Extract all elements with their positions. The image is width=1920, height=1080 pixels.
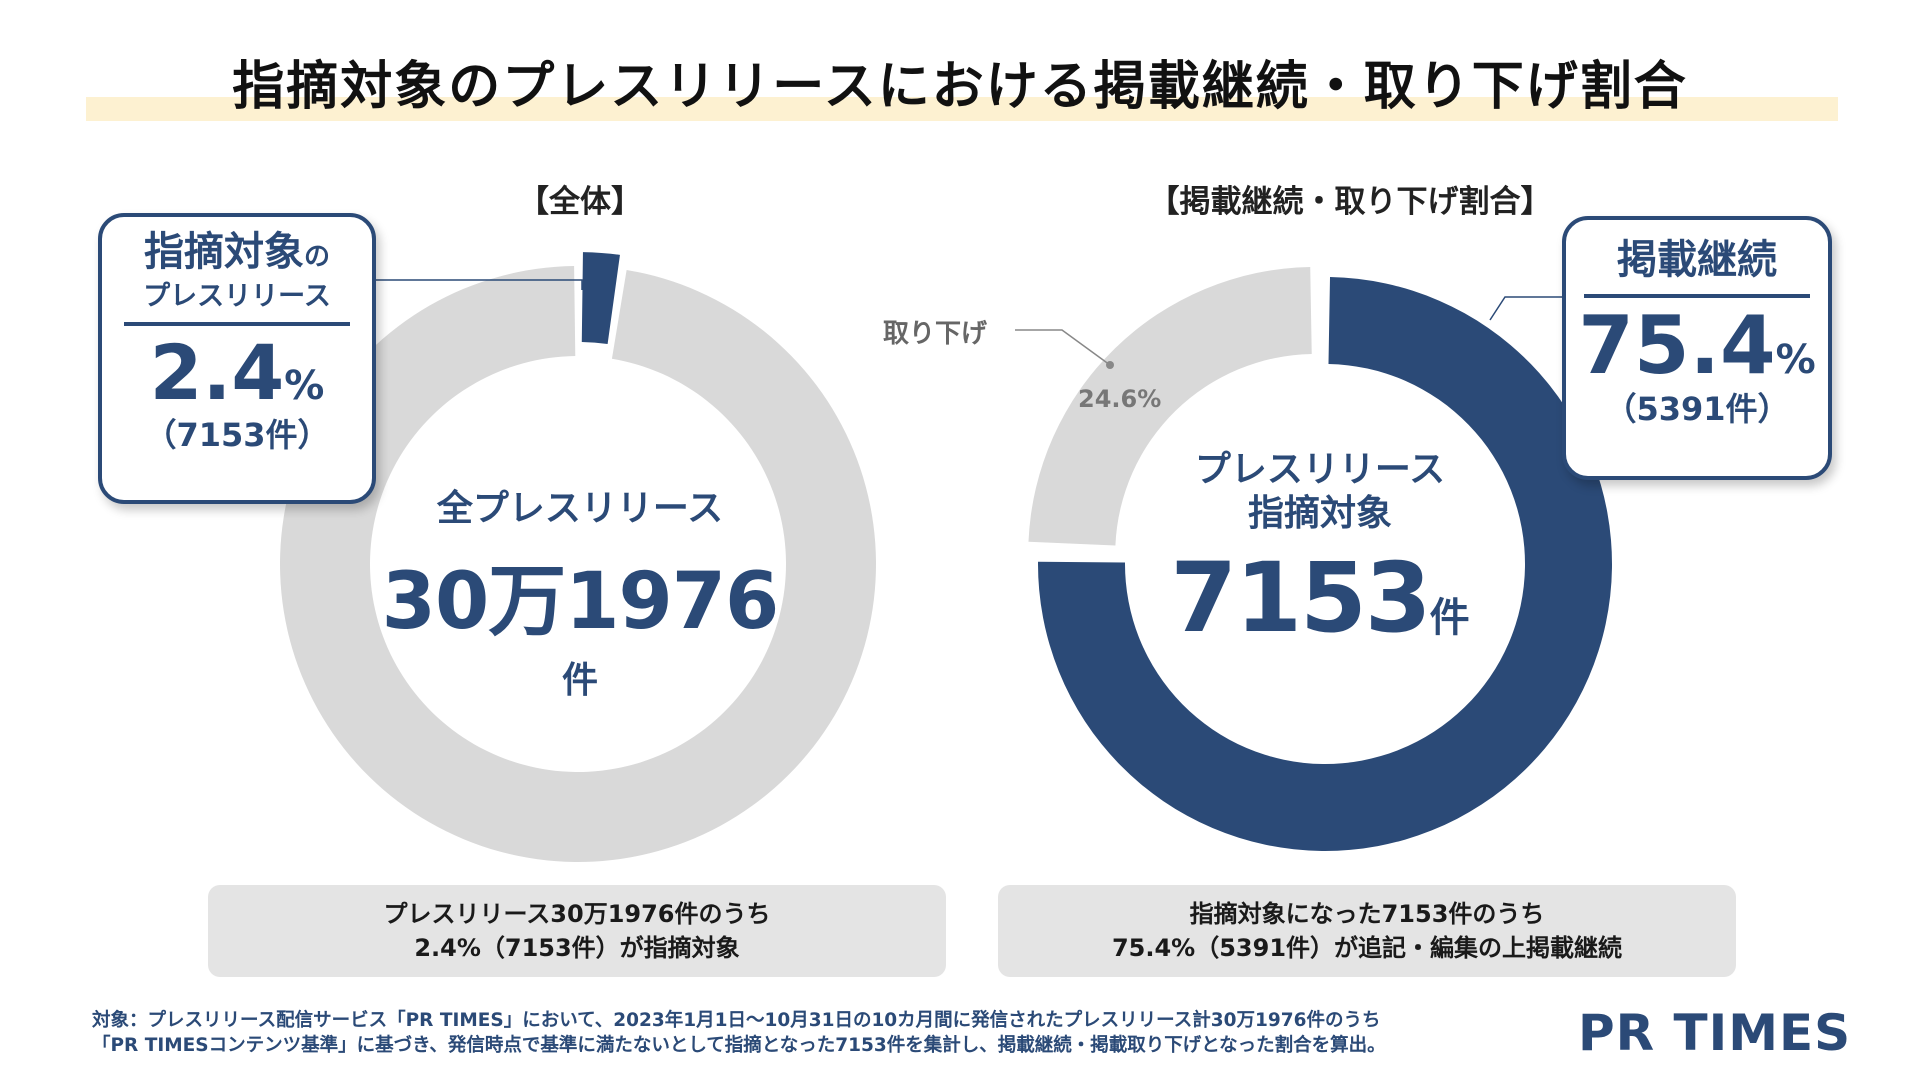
right-center-label: プレスリリース 指摘対象 7153件 [1120, 448, 1520, 654]
right-center-total: 7153件 [1120, 542, 1520, 654]
right-callout: 掲載継続 75.4% （5391件） [1562, 216, 1832, 480]
footnote-line2: 「PR TIMESコンテンツ基準」に基づき、発信時点で基準に満たないとして指摘と… [92, 1035, 1386, 1056]
left-donut-slice-1 [280, 266, 877, 863]
left-donut-slice-0 [581, 252, 620, 345]
left-center-unit: 件 [561, 660, 598, 701]
left-callout-leader [375, 279, 583, 290]
right-summary-line2: 75.4%（5391件）が追記・編集の上掲載継続 [1111, 934, 1623, 962]
withdraw-leader-dot [1106, 361, 1114, 369]
right-donut-slice-1 [1028, 267, 1312, 546]
pr-times-logo: PR TIMES [1578, 1004, 1852, 1062]
footnote: 対象：プレスリリース配信サービス「PR TIMES」において、2023年1月1日… [92, 1008, 1386, 1058]
right-donut [1028, 267, 1612, 851]
left-callout-percent: 2.4% [102, 330, 372, 416]
left-callout-rule [124, 322, 350, 326]
left-center-number: 30万1976 [381, 557, 780, 647]
right-center-number: 7153 [1170, 542, 1431, 654]
right-donut-slice-0 [1038, 277, 1612, 851]
right-center-line1: プレスリリース [1194, 449, 1446, 490]
left-center-total: 30万1976 件 [370, 539, 790, 703]
right-callout-unit: % [1775, 337, 1816, 383]
footnote-line1: 対象：プレスリリース配信サービス「PR TIMES」において、2023年1月1日… [92, 1010, 1381, 1031]
left-callout-value: 2.4 [149, 328, 285, 417]
withdraw-leader [1015, 329, 1111, 366]
left-callout-line2: プレスリリース [143, 281, 331, 312]
left-summary-line1: プレスリリース30万1976件のうち [383, 900, 771, 928]
right-chart-label: 【掲載継続・取り下げ割合】 [1148, 184, 1552, 220]
left-callout-count: （7153件） [144, 416, 330, 454]
left-donut [280, 252, 877, 863]
left-summary-box: プレスリリース30万1976件のうち 2.4%（7153件）が指摘対象 [208, 885, 946, 977]
left-callout-line1-suffix: の [303, 242, 330, 272]
page-title: 指摘対象のプレスリリースにおける掲載継続・取り下げ割合 [232, 57, 1688, 117]
right-summary-line1: 指摘対象になった7153件のうち [1189, 900, 1545, 928]
left-callout-title: 指摘対象の [102, 229, 372, 280]
left-callout: 指摘対象の プレスリリース 2.4% （7153件） [98, 213, 376, 504]
right-callout-rule [1584, 294, 1810, 298]
title-highlight-band [86, 97, 1838, 121]
right-callout-percent: 75.4% [1566, 302, 1828, 390]
left-center-line1: 全プレスリリース [436, 488, 724, 529]
right-callout-value: 75.4 [1578, 299, 1776, 392]
left-center-label: 全プレスリリース 30万1976 件 [370, 487, 790, 703]
right-center-unit: 件 [1429, 595, 1470, 641]
left-callout-unit: % [284, 363, 325, 409]
withdraw-label: 取り下げ [883, 319, 988, 349]
right-callout-count: （5391件） [1604, 390, 1790, 428]
left-summary-line2: 2.4%（7153件）が指摘対象 [414, 934, 740, 962]
left-callout-line1: 指摘対象 [143, 229, 304, 275]
right-callout-leader [1489, 296, 1580, 321]
left-chart-label: 【全体】 [518, 184, 642, 220]
withdraw-value: 24.6% [1078, 385, 1162, 413]
right-summary-box: 指摘対象になった7153件のうち 75.4%（5391件）が追記・編集の上掲載継… [998, 885, 1736, 977]
right-callout-title: 掲載継続 [1617, 237, 1777, 283]
right-center-line2: 指摘対象 [1247, 493, 1392, 534]
